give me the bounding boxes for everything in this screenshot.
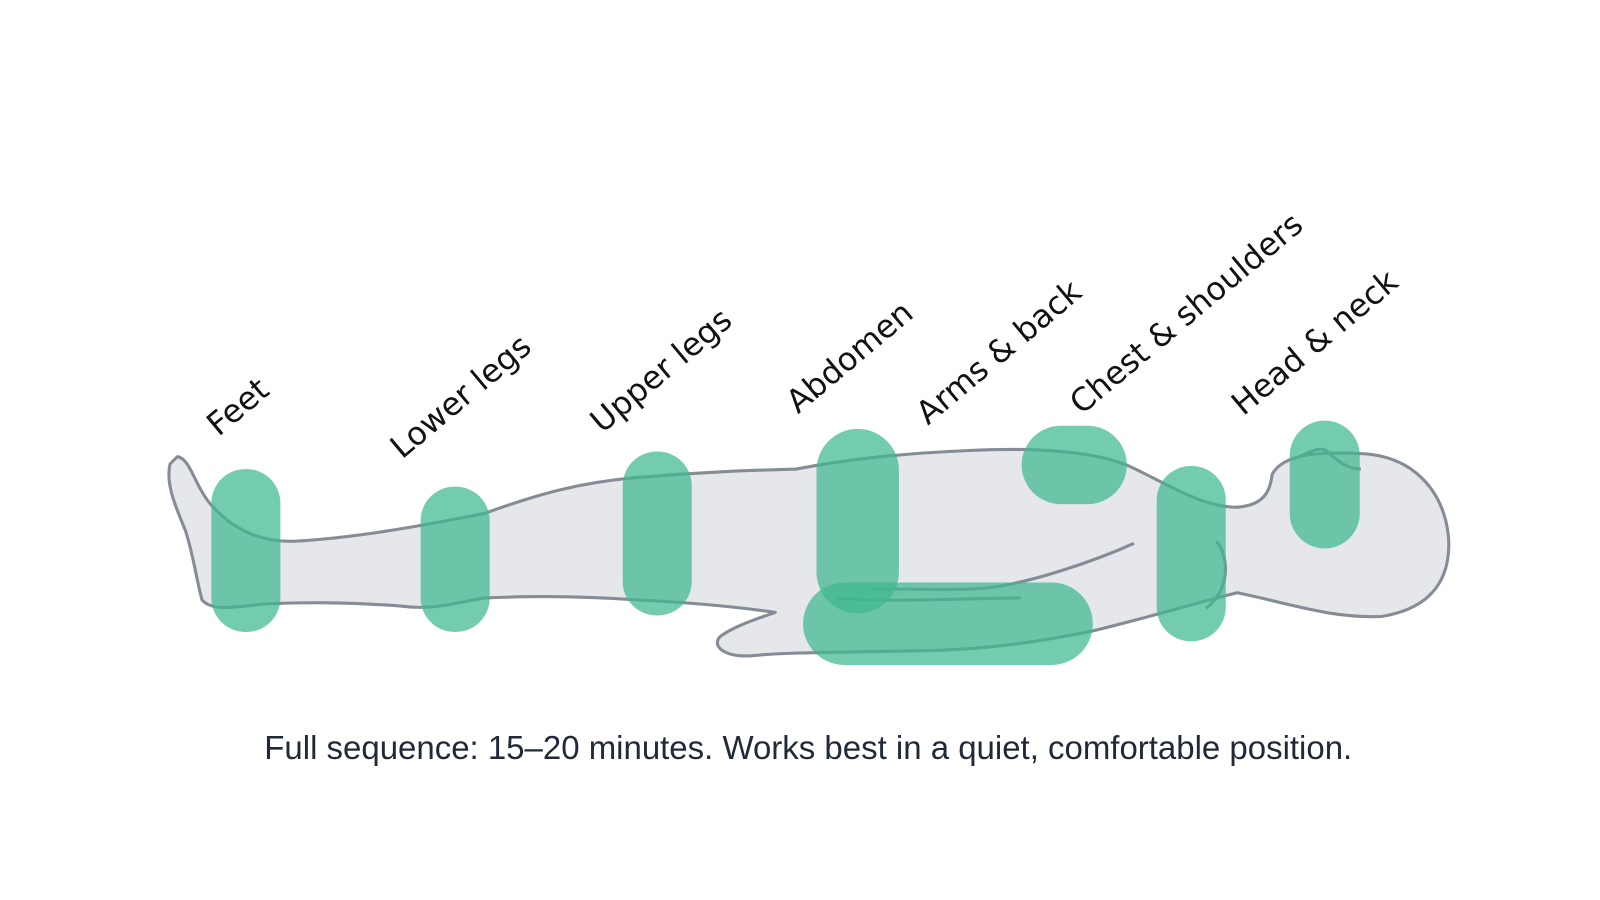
region-label: Upper legs [583, 300, 739, 440]
region-zone [420, 486, 490, 632]
region-zone [1156, 465, 1226, 642]
region-label: Lower legs [383, 327, 539, 466]
region-zone [816, 428, 899, 614]
region-label: Arms & back [909, 272, 1090, 432]
caption: Full sequence: 15–20 minutes. Works best… [264, 729, 1352, 766]
region-zone [211, 469, 281, 632]
region-zone [622, 451, 692, 616]
region-zone [803, 582, 1093, 665]
region-label: Feet [199, 370, 276, 443]
region-zone [1021, 425, 1127, 505]
region-zone [1289, 420, 1360, 549]
region-label: Head & neck [1224, 262, 1406, 423]
region-label: Abdomen [779, 293, 921, 420]
